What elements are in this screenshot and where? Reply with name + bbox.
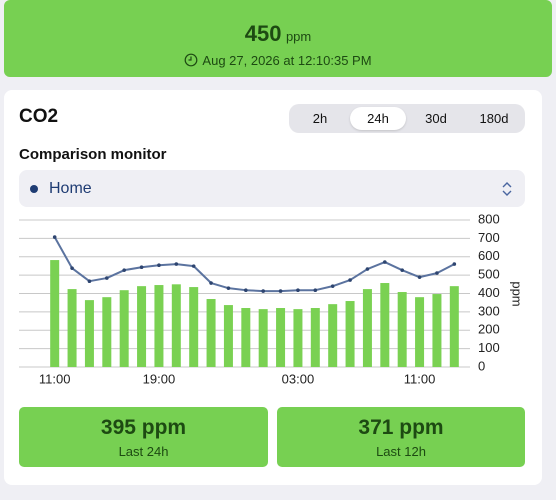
x-tick-label: 19:00 (143, 371, 176, 386)
dropdown-chevron (502, 182, 512, 196)
bar (258, 309, 268, 367)
bar (137, 286, 147, 367)
timestamp: Aug 27, 2026 at 12:10:35 PM (202, 53, 372, 68)
line-point (52, 235, 57, 239)
bar (293, 309, 303, 367)
bar (84, 300, 94, 367)
range-tab[interactable]: 2h (312, 111, 328, 126)
bar (380, 283, 390, 367)
line-point (417, 275, 422, 279)
comparison-label: Comparison monitor (19, 146, 167, 163)
line-point (330, 284, 335, 288)
bar (119, 290, 129, 367)
line-point (122, 268, 126, 272)
stat-value: 395 (100, 416, 136, 439)
monitor-dot (30, 185, 38, 193)
monitor-dropdown[interactable]: Home (19, 170, 525, 207)
x-tick-label: 03:00 (282, 371, 315, 386)
stat-label: Last 24h (118, 444, 169, 459)
line-point (296, 288, 300, 292)
y-axis-label: ppm (510, 281, 525, 306)
line-point (174, 262, 179, 266)
reading-value: 450 (244, 21, 282, 46)
line-point (191, 264, 196, 268)
line-point (400, 268, 404, 272)
bar (223, 305, 233, 367)
stat-box: 395 ppm Last 24h (19, 407, 268, 467)
stat-value-line: 395 ppm (19, 416, 268, 440)
bar (67, 289, 77, 367)
bar (50, 260, 60, 367)
range-tab[interactable]: 180d (479, 111, 509, 126)
bar (276, 308, 286, 367)
line-point (348, 278, 352, 282)
y-tick-label: 300 (478, 303, 500, 318)
bar (206, 299, 216, 367)
line-point (261, 289, 265, 293)
bar (189, 287, 199, 367)
stat-value-line: 371 ppm (277, 416, 525, 440)
x-tick-label: 11:00 (404, 371, 436, 386)
bar (362, 289, 372, 367)
current-reading: 450 ppm Aug 27, 2026 at 12:10:35 PM (4, 0, 552, 77)
clock-icon (185, 53, 198, 67)
y-tick-label: 0 (478, 358, 485, 373)
line-point (435, 271, 439, 275)
line-point (157, 263, 161, 268)
stat-label: Last 12h (376, 444, 426, 459)
range-tab[interactable]: 24h (350, 107, 406, 130)
bar (415, 297, 425, 367)
stat-box: 371 ppm Last 12h (277, 407, 525, 467)
trend-line (53, 236, 455, 293)
y-tick-label: 600 (478, 248, 500, 263)
range-selector[interactable]: 2h 24h 30d 180d (289, 104, 525, 133)
timestamp-line: Aug 27, 2026 at 12:10:35 PM (4, 53, 552, 68)
stat-unit: ppm (399, 416, 444, 439)
line-point (105, 276, 109, 280)
y-tick-label: 100 (478, 340, 500, 355)
bar (241, 308, 251, 367)
reading-line: 450 ppm (4, 21, 552, 47)
bar (310, 308, 320, 367)
line-point (383, 260, 387, 264)
line-point (209, 281, 213, 285)
y-tick-label: 200 (478, 322, 500, 337)
range-tab[interactable]: 30d (425, 111, 447, 126)
y-tick-label: 700 (478, 230, 500, 245)
bar (328, 304, 338, 367)
chart: ppm 0 100 200 300 400 500 600 700 800 11:00 19:00 0… (19, 211, 525, 386)
stat-value: 371 (358, 416, 394, 439)
line-point (87, 279, 92, 283)
line-point (452, 262, 457, 266)
line-point (244, 288, 248, 292)
bar (102, 297, 112, 367)
y-tick-label: 800 (478, 211, 500, 226)
bar (345, 301, 355, 367)
line-point (226, 286, 231, 290)
bar (154, 285, 164, 367)
bar (449, 286, 459, 367)
bar (397, 292, 407, 367)
line-point (365, 267, 370, 271)
bar (171, 284, 181, 367)
y-tick-label: 400 (478, 285, 500, 300)
reading-unit: ppm (285, 29, 312, 44)
stat-unit: ppm (141, 416, 187, 439)
line-point (139, 265, 144, 270)
monitor-name: Home (49, 180, 92, 197)
bar (432, 294, 442, 367)
line-point (313, 288, 318, 292)
line-point (278, 289, 283, 293)
y-tick-label: 500 (478, 267, 500, 282)
line-point (70, 266, 74, 270)
card-title: CO2 (19, 106, 59, 127)
x-tick-label: 11:00 (39, 371, 71, 386)
